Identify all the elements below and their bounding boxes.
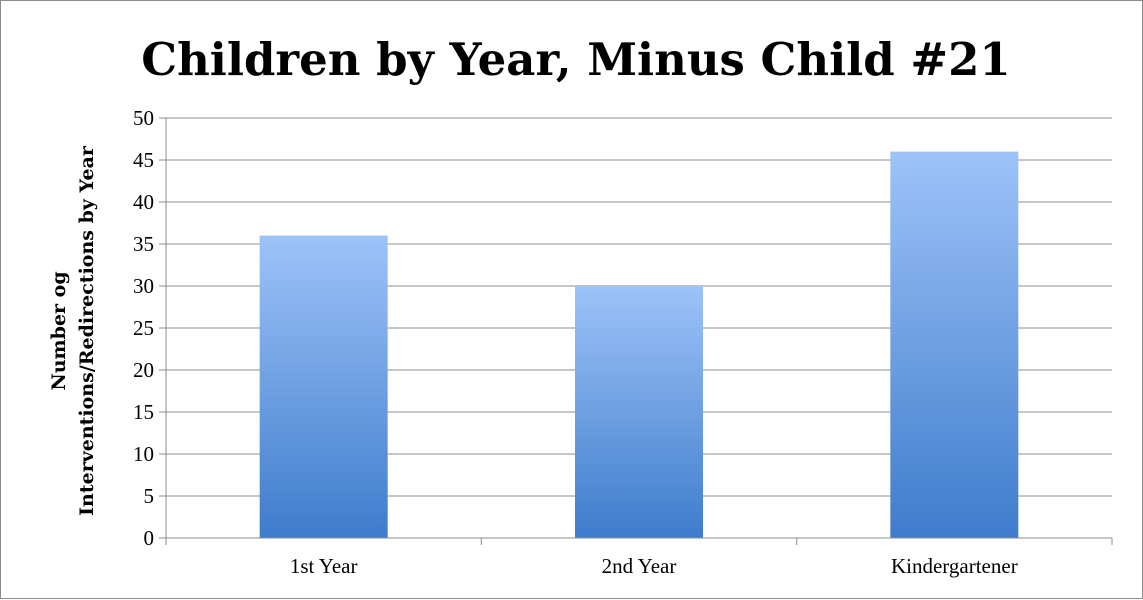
y-axis-label-line-2: Interventions/Redirections by Year xyxy=(76,145,98,516)
y-tick-label: 25 xyxy=(133,316,154,340)
chart-title: Children by Year, Minus Child #21 xyxy=(141,33,1010,86)
y-axis-label-line-1: Number og xyxy=(48,271,70,390)
y-tick-label: 50 xyxy=(133,106,154,130)
x-tick-label: 1st Year xyxy=(290,554,358,578)
y-tick-label: 15 xyxy=(133,400,154,424)
y-tick-label: 0 xyxy=(144,526,155,550)
axes xyxy=(159,117,1113,545)
y-tick-label: 30 xyxy=(133,274,154,298)
y-axis-label: Number og Interventions/Redirections by … xyxy=(48,145,98,516)
y-tick-labels: 0 5 10 15 20 25 30 35 40 45 50 xyxy=(133,106,154,550)
y-tick-label: 10 xyxy=(133,442,154,466)
y-tick-label: 20 xyxy=(133,358,154,382)
x-tick-labels: 1st Year 2nd Year Kindergartener xyxy=(290,554,1018,578)
y-tick-label: 40 xyxy=(133,190,154,214)
bar xyxy=(890,151,1019,538)
x-tick-label: 2nd Year xyxy=(602,554,677,578)
x-tick-label: Kindergartener xyxy=(891,554,1018,578)
y-tick-label: 45 xyxy=(133,148,154,172)
bar xyxy=(259,235,388,538)
bars xyxy=(259,151,1019,538)
y-tick-label: 5 xyxy=(144,484,155,508)
y-tick-label: 35 xyxy=(133,232,154,256)
bar xyxy=(575,286,703,538)
